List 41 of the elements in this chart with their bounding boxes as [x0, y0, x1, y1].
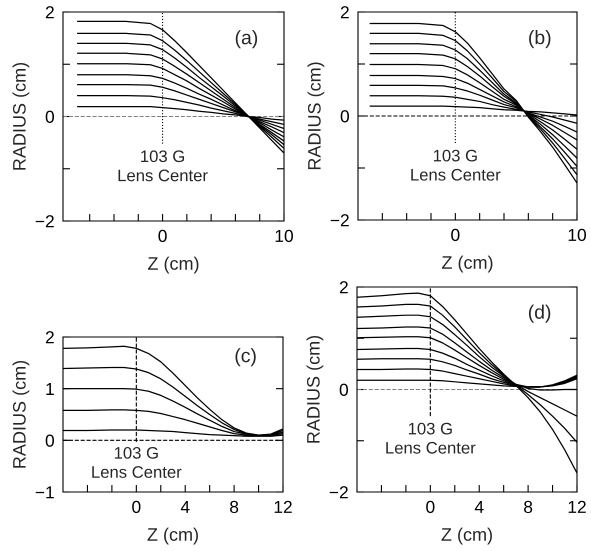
- y-axis-title: RADIUS (cm): [12, 62, 30, 170]
- y-tick-label: 2: [46, 6, 54, 18]
- x-tick-label: 0: [132, 500, 140, 514]
- y-tick-label: 0: [46, 110, 54, 123]
- y-tick-label: 0: [340, 110, 349, 122]
- x-tick-label: 4: [180, 500, 190, 513]
- x-axis-title: Z (cm): [148, 256, 198, 274]
- ref-line-label: 103 G Lens Center: [92, 446, 182, 478]
- annotation: (b): [529, 30, 550, 48]
- y-axis-title: RADIUS (cm): [307, 62, 324, 170]
- x-tick-label: 12: [568, 500, 586, 513]
- y-tick-label: 0: [340, 384, 348, 396]
- x-tick-label: 0: [426, 500, 434, 514]
- y-tick-label: 0: [46, 434, 54, 447]
- x-axis-title: Z (cm): [442, 256, 492, 272]
- x-tick-label: 8: [230, 500, 238, 514]
- y-tick-label: 1: [46, 383, 54, 395]
- x-tick-label: 0: [158, 230, 167, 242]
- y-tick-label: 2: [46, 331, 54, 344]
- x-tick-label: 8: [524, 500, 532, 514]
- ref-line-label: 103 G Lens Center: [118, 150, 208, 182]
- y-tick-label: −2: [330, 214, 349, 226]
- x-tick-label: 4: [474, 500, 484, 513]
- x-axis-title: Z (cm): [442, 528, 492, 544]
- y-axis-title: RADIUS (cm): [12, 360, 30, 468]
- y-tick-label: −2: [36, 215, 54, 228]
- x-tick-label: 0: [451, 228, 460, 242]
- x-tick-label: 10: [568, 228, 586, 242]
- ref-line-label: 103 G Lens Center: [386, 422, 476, 454]
- y-tick-label: 2: [340, 6, 349, 18]
- x-axis-title: Z (cm): [148, 528, 198, 544]
- y-tick-label: 2: [340, 281, 348, 294]
- y-tick-label: −1: [36, 486, 54, 498]
- x-tick-label: 10: [276, 230, 293, 242]
- y-axis-title: RADIUS (cm): [306, 336, 324, 443]
- y-tick-label: −2: [330, 486, 348, 498]
- annotation: (a): [236, 30, 258, 48]
- annotation: (d): [528, 304, 550, 323]
- x-tick-label: 12: [274, 500, 292, 513]
- ref-line-label: 103 G Lens Center: [411, 150, 500, 181]
- annotation: (c): [235, 348, 256, 366]
